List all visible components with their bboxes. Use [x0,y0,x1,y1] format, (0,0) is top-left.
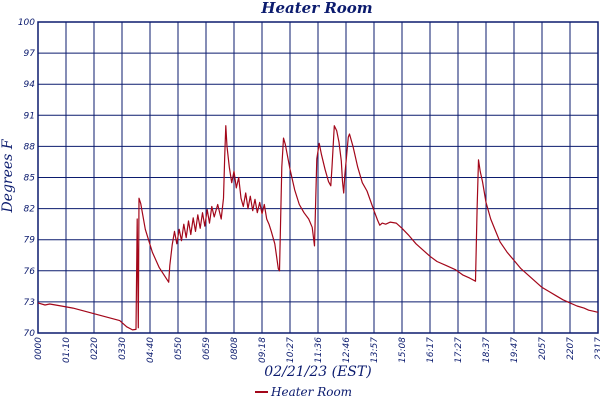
chart-title: Heater Room [260,0,372,17]
x-axis-tick-labels: 0000 01:10 0220 0330 04:40 0550 0659 0808 09:18 1… [34,337,600,363]
y-tick-label: 79 [24,236,36,246]
x-tick-label: 0659 [202,337,212,360]
y-tick-label: 88 [24,142,36,152]
legend-label: Heater Room [270,385,352,399]
x-tick-label: 0000 [34,337,44,360]
x-tick-label: 09:18 [258,337,268,363]
x-tick-label: 0808 [230,337,240,360]
x-tick-label: 15:08 [398,337,408,363]
x-tick-label: 2057 [538,337,548,360]
y-tick-label: 91 [24,111,35,121]
plot-grid [37,21,599,334]
x-tick-label: 2207 [566,337,576,360]
x-tick-label: 12:46 [342,337,352,363]
x-tick-label: 10:27 [286,337,296,363]
y-tick-label: 73 [24,298,36,308]
x-tick-label: 13:57 [370,337,380,363]
y-tick-label: 82 [24,205,36,215]
x-tick-label: 17:27 [454,337,464,363]
x-axis-label: 02/21/23 (EST) [264,364,371,380]
x-tick-label: 04:40 [146,337,156,363]
x-tick-label: 0330 [118,337,128,360]
y-tick-label: 70 [24,329,36,339]
series-line-heater-room [37,125,599,331]
series-layer [37,125,599,331]
x-tick-label: 19:47 [510,337,520,363]
y-tick-label: 76 [24,267,36,277]
y-axis-label: Degrees F [0,138,16,213]
y-axis-tick-labels: 70 73 76 79 82 85 88 91 94 97 100 [18,18,35,339]
y-tick-label: 97 [24,49,36,59]
x-tick-label: 2317 [594,337,600,360]
x-tick-label: 18:37 [482,337,492,363]
x-tick-label: 0220 [90,337,100,360]
y-tick-label: 100 [18,18,35,28]
x-tick-label: 16:17 [426,337,436,363]
x-tick-label: 01:10 [62,337,72,363]
y-tick-label: 85 [24,174,36,184]
y-tick-label: 94 [24,80,36,90]
legend: Heater Room [255,385,352,399]
plot-frame [37,21,599,334]
x-tick-label: 0550 [174,337,184,360]
x-tick-label: 11:36 [314,337,324,363]
